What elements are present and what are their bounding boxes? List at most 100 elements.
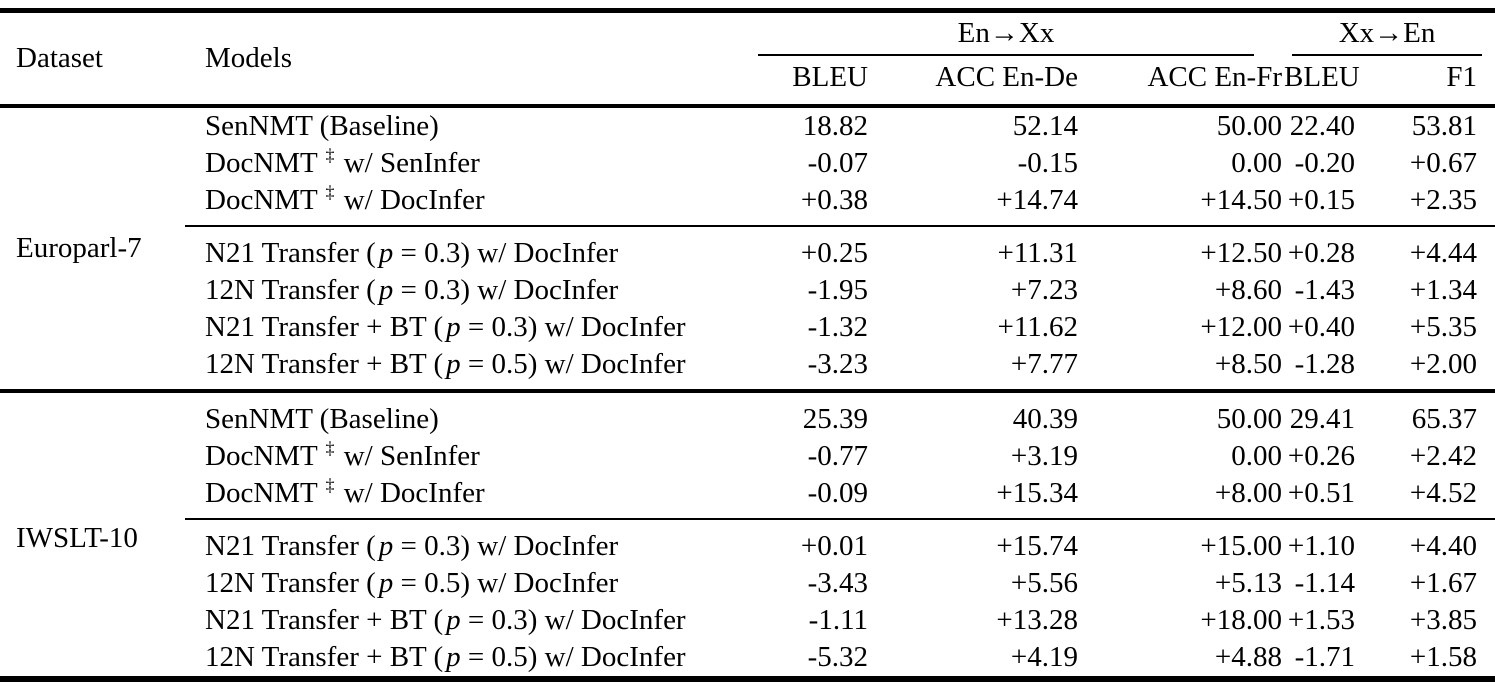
model-text: 12N Transfer + BT ( (205, 641, 444, 673)
table-row: Europarl-7 SenNMT (Baseline) 18.82 52.14… (0, 106, 1495, 264)
model-text: DocNMT (205, 440, 325, 472)
col-header-acc-en-de: ACC En-De (935, 61, 1078, 93)
model-text: 12N Transfer ( (205, 274, 376, 306)
value-cell: +0.25 (740, 225, 872, 272)
value-cell: +1.10 (1284, 518, 1381, 565)
value-cell: +18.00 (1200, 604, 1283, 636)
model-cell: SenNMT (Baseline) (185, 106, 740, 145)
model-cell: N21 Transfer (p = 0.3) w/ DocInfer (185, 518, 740, 565)
value-cell: +0.28 (1284, 225, 1381, 272)
value-cell: +15.34 (996, 477, 1078, 509)
model-text: SenNMT (Baseline) (205, 403, 439, 435)
model-text: N21 Transfer ( (205, 530, 376, 562)
value-cell: +12.00 (1200, 311, 1283, 343)
model-cell: 12N Transfer + BT (p = 0.5) w/ DocInfer (185, 639, 740, 679)
value-cell: -0.09 (807, 477, 868, 509)
dataset-cell: Europarl-7 (16, 232, 142, 264)
value-cell: -3.23 (807, 348, 868, 380)
group-europarl-7: Europarl-7 SenNMT (Baseline) 18.82 52.14… (0, 106, 1495, 391)
model-text: DocNMT (205, 477, 325, 509)
value-cell: +1.34 (1409, 274, 1478, 306)
group-header-xx-en: Xx→En (1284, 11, 1495, 56)
math-var-p: p (446, 604, 461, 636)
math-var-p: p (446, 311, 461, 343)
model-text: w/ SenInfer (336, 440, 480, 472)
value-cell: -0.77 (807, 440, 868, 472)
model-text: = 0.3) w/ DocInfer (460, 311, 686, 343)
table-row: DocNMT ‡ w/ DocInfer +0.38 +14.74 +14.50… (0, 182, 1495, 226)
paper-table-figure: Dataset Models En→Xx Xx→En BLEU ACC En-D… (0, 8, 1495, 682)
double-dagger-mark (439, 401, 442, 421)
col-header-dataset: Dataset (16, 42, 103, 74)
value-cell: -1.28 (1294, 348, 1356, 380)
value-cell: -0.07 (807, 147, 868, 179)
table-row: DocNMT ‡ w/ SenInfer -0.77 +3.19 0.00 +0… (0, 438, 1495, 475)
value-cell: -1.43 (1294, 274, 1356, 306)
results-table: Dataset Models En→Xx Xx→En BLEU ACC En-D… (0, 8, 1495, 682)
value-cell: +7.23 (1010, 274, 1078, 306)
col-header-f1: F1 (1446, 61, 1478, 93)
value-cell: +0.67 (1409, 147, 1478, 179)
group-label-en-xx: En→Xx (957, 17, 1055, 49)
value-cell: 29.41 (1289, 403, 1356, 435)
math-var-p: p (446, 641, 461, 673)
model-text: N21 Transfer ( (205, 237, 376, 269)
model-text: = 0.3) w/ DocInfer (393, 530, 619, 562)
value-cell: +4.40 (1380, 518, 1495, 565)
model-text: = 0.3) w/ DocInfer (393, 274, 619, 306)
value-cell: -1.11 (808, 604, 868, 636)
value-cell: +1.58 (1409, 641, 1478, 673)
header-row-groups: Dataset Models En→Xx Xx→En (0, 11, 1495, 74)
model-text: = 0.3) w/ DocInfer (460, 604, 686, 636)
group-iwslt-10: IWSLT-10 SenNMT (Baseline) 25.39 40.39 5… (0, 391, 1495, 679)
model-cell: DocNMT ‡ w/ DocInfer (185, 182, 740, 226)
model-text: = 0.5) w/ DocInfer (460, 641, 686, 673)
model-cell: 12N Transfer (p = 0.3) w/ DocInfer (185, 272, 740, 309)
value-cell: +4.88 (1214, 641, 1283, 673)
en-xx-underline: En→Xx (758, 17, 1255, 56)
table-row: 12N Transfer + BT (p = 0.5) w/ DocInfer … (0, 346, 1495, 391)
model-cell: N21 Transfer (p = 0.3) w/ DocInfer (185, 225, 740, 272)
value-cell: 22.40 (1289, 110, 1356, 142)
value-cell: -3.43 (807, 567, 868, 599)
table-row: N21 Transfer + BT (p = 0.3) w/ DocInfer … (0, 602, 1495, 639)
value-cell: 52.14 (1012, 110, 1078, 142)
value-cell: 53.81 (1411, 110, 1478, 142)
group-header-en-xx: En→Xx (740, 11, 1284, 56)
math-var-p: p (378, 237, 394, 269)
value-cell: +4.52 (1409, 477, 1478, 509)
value-cell: +11.31 (872, 225, 1082, 272)
value-cell: +0.15 (1287, 184, 1356, 216)
model-cell: DocNMT ‡ w/ SenInfer (185, 145, 740, 182)
model-cell: N21 Transfer + BT (p = 0.3) w/ DocInfer (185, 309, 740, 346)
value-cell: +1.53 (1287, 604, 1356, 636)
value-cell: -1.14 (1294, 567, 1356, 599)
value-cell: 65.37 (1411, 403, 1478, 435)
model-cell: DocNMT ‡ w/ DocInfer (185, 475, 740, 519)
value-cell: +8.60 (1214, 274, 1283, 306)
math-var-p: p (446, 348, 461, 380)
model-cell: 12N Transfer + BT (p = 0.5) w/ DocInfer (185, 346, 740, 391)
math-var-p: p (378, 274, 394, 306)
value-cell: +8.50 (1214, 348, 1283, 380)
value-cell: -1.32 (807, 311, 868, 343)
dataset-cell: IWSLT-10 (16, 522, 138, 554)
value-cell: +5.56 (1010, 567, 1078, 599)
value-cell: +3.19 (1010, 440, 1078, 472)
double-dagger-mark: ‡ (325, 182, 335, 203)
model-text: N21 Transfer + BT ( (205, 604, 444, 636)
table-row: 12N Transfer + BT (p = 0.5) w/ DocInfer … (0, 639, 1495, 679)
model-text: w/ DocInfer (336, 477, 485, 509)
double-dagger-mark: ‡ (325, 145, 335, 166)
model-text: N21 Transfer + BT ( (205, 311, 444, 343)
model-text: = 0.5) w/ DocInfer (460, 348, 686, 380)
col-header-acc-en-fr: ACC En-Fr (1147, 61, 1283, 93)
value-cell: +2.00 (1409, 348, 1478, 380)
value-cell: 40.39 (1012, 403, 1078, 435)
double-dagger-mark (439, 108, 442, 128)
value-cell: 25.39 (802, 403, 868, 435)
model-cell: DocNMT ‡ w/ SenInfer (185, 438, 740, 475)
model-text: = 0.5) w/ DocInfer (393, 567, 619, 599)
col-header-bleu-xx-en: BLEU (1284, 61, 1360, 93)
value-cell: +15.74 (872, 518, 1082, 565)
